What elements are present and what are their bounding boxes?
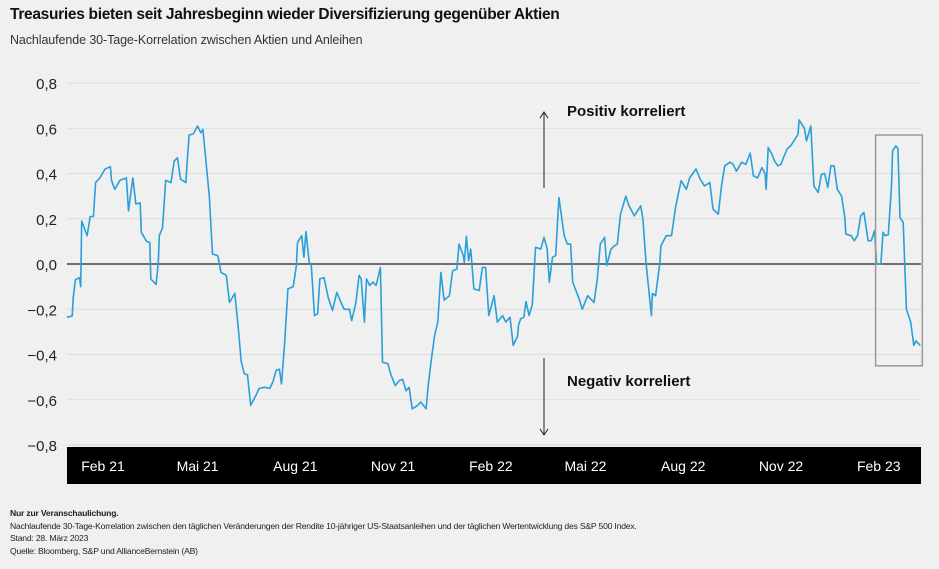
x-tick-label: Aug 21 — [273, 458, 318, 474]
y-tick-label: 0,6 — [36, 121, 57, 138]
y-tick-label: −0,6 — [27, 393, 57, 410]
arrow-up-icon — [539, 111, 549, 119]
y-tick-label: 0,0 — [36, 257, 57, 274]
y-tick-label: 0,4 — [36, 167, 57, 184]
footer-source: Quelle: Bloomberg, S&P und AllianceBerns… — [10, 545, 198, 556]
x-tick-label: Mai 21 — [177, 458, 219, 474]
y-tick-label: −0,2 — [27, 302, 57, 319]
x-axis-band — [67, 447, 921, 484]
x-tick-label: Aug 22 — [661, 458, 706, 474]
chart-subtitle: Nachlaufende 30-Tage-Korrelation zwische… — [10, 33, 363, 47]
y-tick-label: 0,8 — [36, 76, 57, 93]
x-tick-label: Nov 22 — [759, 458, 804, 474]
x-tick-label: Nov 21 — [371, 458, 416, 474]
highlight-box — [874, 134, 924, 367]
x-tick-label: Feb 22 — [469, 458, 513, 474]
arrow-down-icon — [539, 428, 549, 436]
footer-description: Nachlaufende 30-Tage-Korrelation zwische… — [10, 520, 637, 531]
y-tick-label: −0,4 — [27, 348, 57, 365]
y-tick-label: −0,8 — [27, 438, 57, 455]
footer-date: Stand: 28. März 2023 — [10, 533, 89, 544]
x-tick-label: Mai 22 — [564, 458, 606, 474]
negative-correlation-label: Negativ korreliert — [567, 373, 690, 390]
y-tick-label: 0,2 — [36, 212, 57, 229]
footer-note: Nur zur Veranschaulichung. — [10, 508, 119, 518]
positive-correlation-label: Positiv korreliert — [567, 103, 685, 120]
correlation-series-line — [66, 119, 921, 410]
chart-title: Treasuries bieten seit Jahresbeginn wied… — [10, 6, 560, 23]
x-tick-label: Feb 23 — [857, 458, 901, 474]
x-tick-label: Feb 21 — [81, 458, 125, 474]
footer: Nur zur Veranschaulichung. Nachlaufende … — [10, 507, 637, 557]
